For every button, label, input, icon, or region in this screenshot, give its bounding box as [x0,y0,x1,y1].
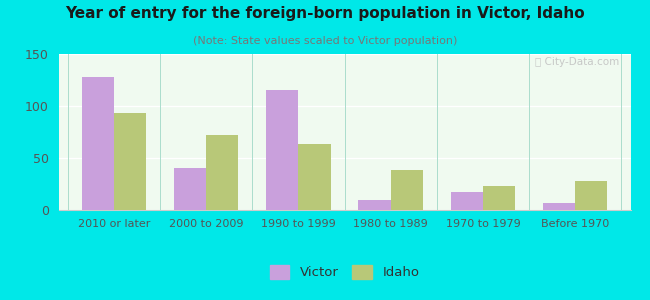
Legend: Victor, Idaho: Victor, Idaho [265,260,424,284]
Bar [391,170,423,210]
Bar [543,203,575,210]
Bar [483,186,515,210]
Bar [206,135,239,210]
Text: Year of entry for the foreign-born population in Victor, Idaho: Year of entry for the foreign-born popul… [65,6,585,21]
Bar [358,200,391,210]
Text: Ⓢ City-Data.com: Ⓢ City-Data.com [535,57,619,67]
Bar [81,77,114,210]
Bar [174,168,206,210]
Bar [114,113,146,210]
Bar [450,192,483,210]
Bar [298,145,331,210]
Bar [575,181,608,210]
Bar [266,90,298,210]
Text: (Note: State values scaled to Victor population): (Note: State values scaled to Victor pop… [193,36,457,46]
